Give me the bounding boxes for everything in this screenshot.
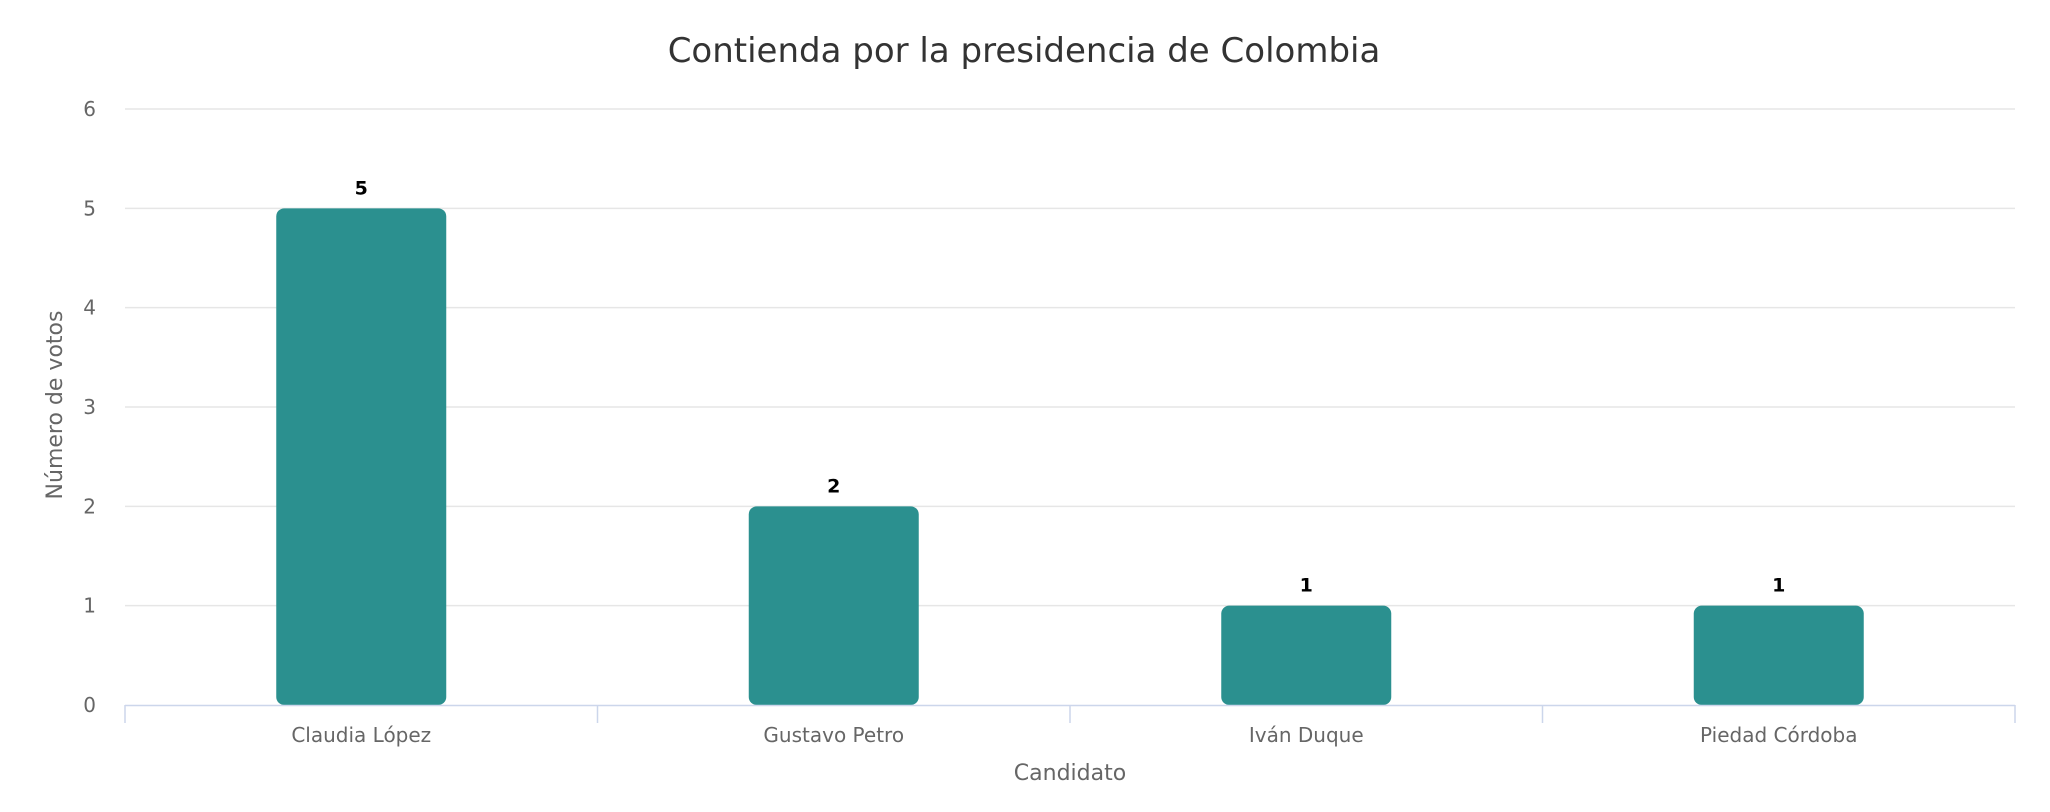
x-tick-label: Iván Duque <box>1249 723 1364 747</box>
y-tick-label: 3 <box>83 395 96 419</box>
y-tick-label: 6 <box>83 97 96 121</box>
x-tick-label: Gustavo Petro <box>763 723 904 747</box>
x-tick-label: Piedad Córdoba <box>1700 723 1857 747</box>
y-tick-label: 5 <box>83 196 96 220</box>
y-tick-label: 1 <box>83 594 96 618</box>
bar[interactable] <box>1693 605 1864 705</box>
bars <box>276 208 1864 706</box>
bar[interactable] <box>276 208 447 706</box>
bar[interactable] <box>1221 605 1392 705</box>
x-axis-title: Candidato <box>1014 761 1126 786</box>
y-axis-ticks: 0 1 2 3 4 5 6 <box>83 97 96 717</box>
data-labels: 5 2 1 1 <box>355 177 1786 596</box>
data-label: 1 <box>1772 575 1785 597</box>
y-tick-label: 0 <box>83 693 96 717</box>
y-tick-label: 2 <box>83 494 96 518</box>
y-tick-label: 4 <box>83 296 96 320</box>
data-label: 2 <box>827 475 840 497</box>
bar[interactable] <box>748 506 919 705</box>
data-label: 5 <box>355 177 368 199</box>
chart-title: Contienda por la presidencia de Colombia <box>668 31 1381 71</box>
y-axis-title: Número de votos <box>43 311 68 500</box>
x-tick-label: Claudia López <box>291 723 431 747</box>
data-label: 1 <box>1300 575 1313 597</box>
x-axis: Claudia López Gustavo Petro Iván Duque Pied… <box>124 704 2016 747</box>
